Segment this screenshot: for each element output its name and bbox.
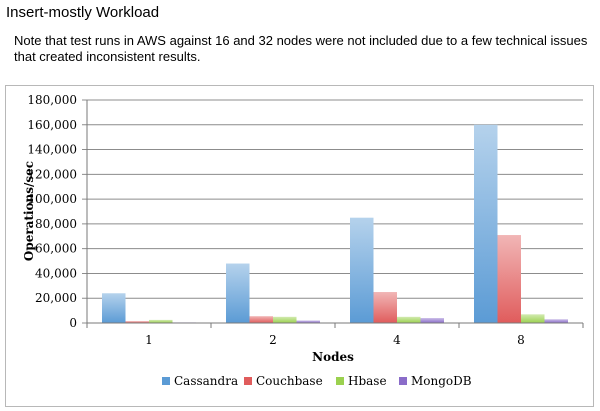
y-tick-label: 180,000 bbox=[27, 93, 77, 107]
page-note: Note that test runs in AWS against 16 an… bbox=[14, 33, 588, 64]
bar-couchbase-8 bbox=[497, 235, 521, 323]
x-tick-label: 1 bbox=[145, 333, 153, 347]
y-tick-label: 80,000 bbox=[35, 217, 77, 231]
legend-swatch-couchbase bbox=[244, 377, 252, 385]
legend-swatch-hbase bbox=[336, 377, 344, 385]
bar-hbase-4 bbox=[397, 316, 421, 323]
y-tick-label: 60,000 bbox=[35, 242, 77, 256]
y-tick-label: 20,000 bbox=[35, 291, 77, 305]
x-axis-title: Nodes bbox=[312, 350, 354, 364]
y-tick-label: 100,000 bbox=[27, 192, 77, 206]
bar-cassandra-2 bbox=[226, 263, 250, 323]
legend-swatch-mongodb bbox=[399, 377, 407, 385]
bar-couchbase-4 bbox=[373, 292, 397, 323]
legend-label-couchbase: Couchbase bbox=[256, 374, 323, 388]
legend-swatch-cassandra bbox=[162, 377, 170, 385]
bar-mongodb-8 bbox=[544, 319, 568, 323]
bar-hbase-1 bbox=[149, 319, 173, 323]
y-tick-label: 0 bbox=[69, 316, 77, 330]
bar-hbase-2 bbox=[273, 316, 297, 323]
y-axis-title: Operations/sec bbox=[22, 161, 36, 261]
bar-cassandra-4 bbox=[350, 217, 374, 323]
legend-label-mongodb: MongoDB bbox=[411, 374, 472, 388]
y-tick-label: 160,000 bbox=[27, 118, 77, 132]
bar-mongodb-4 bbox=[420, 318, 444, 323]
y-tick-label: 40,000 bbox=[35, 266, 77, 280]
bar-cassandra-8 bbox=[474, 124, 498, 324]
x-tick-label: 4 bbox=[393, 333, 401, 347]
legend-label-hbase: Hbase bbox=[348, 374, 387, 388]
page-title: Insert-mostly Workload bbox=[6, 4, 160, 21]
bar-couchbase-1 bbox=[125, 321, 149, 323]
y-tick-label: 120,000 bbox=[27, 167, 77, 181]
legend-label-cassandra: Cassandra bbox=[174, 374, 238, 388]
x-tick-label: 2 bbox=[269, 333, 277, 347]
x-tick-label: 8 bbox=[517, 333, 525, 347]
bar-mongodb-2 bbox=[296, 320, 320, 323]
bar-hbase-8 bbox=[521, 314, 545, 323]
y-tick-label: 140,000 bbox=[27, 143, 77, 157]
bar-cassandra-1 bbox=[102, 293, 126, 323]
bar-couchbase-2 bbox=[249, 316, 273, 323]
